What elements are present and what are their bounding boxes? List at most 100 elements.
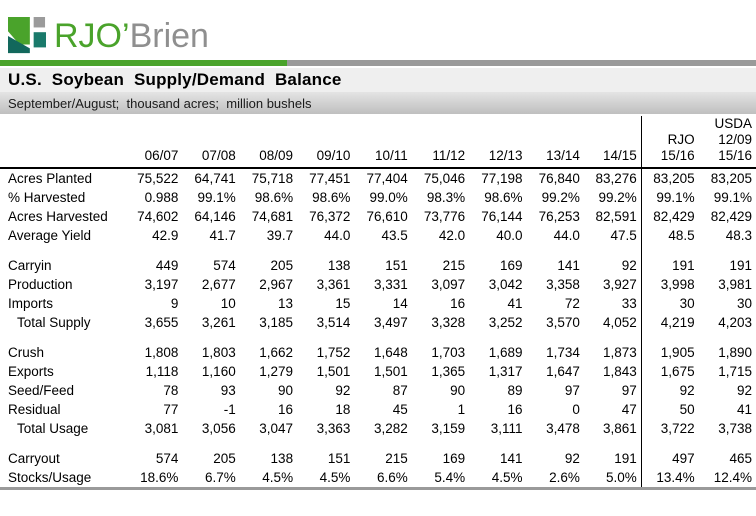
cell-value: 141 — [557, 258, 580, 273]
cell-value: 6.7% — [182, 468, 240, 490]
row-label: Acres Harvested — [8, 209, 108, 224]
logo-text-rjo: RJO — [54, 17, 122, 55]
cell-value: 1,689 — [488, 345, 523, 360]
cell-value: 151 — [385, 258, 408, 273]
cell-value: 191 — [729, 258, 752, 273]
cell-value: 169 — [442, 451, 466, 466]
gap-cell — [125, 245, 182, 256]
cell-value: 3,252 — [488, 315, 523, 330]
cell-value: 3,981 — [718, 277, 752, 292]
cell-value: 92 — [640, 381, 699, 400]
year-column-header: 13/14 — [526, 116, 584, 169]
cell-value: 3,861 — [602, 421, 637, 436]
gap-cell — [527, 245, 584, 256]
cell-value: 40.0 — [496, 228, 523, 243]
cell-value: 138 — [327, 258, 351, 273]
cell-value: 97 — [564, 383, 580, 398]
cell-value: 1,118 — [145, 364, 179, 379]
table-row: Carryin 449 574 205 138 151 215 169 141 92 191 191 — [0, 256, 756, 275]
cell-value: 98.6% — [484, 190, 523, 205]
row-label: Stocks/Usage — [0, 468, 125, 490]
cell-value: 82,591 — [595, 209, 637, 224]
cell-value: 3,081 — [144, 421, 179, 436]
cell-value: 4,052 — [602, 315, 637, 330]
subtitle-band: September/August; thousand acres; millio… — [0, 92, 756, 114]
gap-cell — [469, 332, 526, 343]
cell-value: 15 — [335, 296, 351, 311]
cell-value: 3,927 — [602, 277, 637, 292]
cell-value: 1,675 — [640, 362, 699, 381]
cell-value: 99.1% — [640, 188, 699, 207]
cell-value: 1,734 — [546, 345, 580, 360]
cell-value: 77,451 — [309, 171, 351, 186]
cell-value: 205 — [213, 451, 236, 466]
gap-cell — [240, 332, 297, 343]
cell-value: 48.5 — [640, 226, 699, 245]
cell-value: 77 — [163, 402, 179, 417]
gap-cell — [699, 438, 756, 449]
cell-value: 12.4% — [698, 468, 756, 490]
title-band: U.S. Soybean Supply/Demand Balance — [0, 68, 756, 92]
gap-cell — [584, 245, 641, 256]
cell-value: 3,478 — [546, 421, 580, 436]
row-label: Carryin — [8, 258, 52, 273]
cell-value: 3,722 — [640, 419, 699, 438]
cell-value: 97 — [621, 383, 637, 398]
year-column-header: RJO 15/16 — [640, 116, 699, 169]
cell-value: 1,715 — [718, 364, 752, 379]
cell-value: 3,358 — [546, 277, 580, 292]
cell-value: 1 — [457, 402, 466, 417]
cell-value: 1,662 — [259, 345, 294, 360]
cell-value: 3,514 — [316, 315, 351, 330]
cell-value: 18 — [335, 402, 351, 417]
row-label: Imports — [8, 296, 54, 311]
cell-value: 93 — [220, 383, 236, 398]
cell-value: 16 — [278, 402, 294, 417]
logo: RJO’Brien — [0, 0, 756, 60]
cell-value: 13 — [278, 296, 294, 311]
cell-value: 16 — [507, 402, 523, 417]
gap-cell — [125, 332, 182, 343]
table-row: Stocks/Usage 18.6% 6.7% 4.5% 4.5% 6.6% 5.4% 4.5… — [0, 468, 756, 490]
logo-text-brien: Brien — [129, 17, 209, 55]
cell-value: 1,890 — [718, 345, 752, 360]
rule-gray-segment — [287, 60, 756, 66]
year-column-header: 09/10 — [297, 116, 355, 169]
cell-value: 92 — [335, 383, 351, 398]
cell-value: 73,776 — [423, 209, 466, 224]
table-header: 06/07 07/08 08/09 09/10 10/11 11/12 12/13 13/14… — [0, 116, 756, 169]
cell-value: 1,873 — [602, 345, 637, 360]
logo-wordmark: RJO’Brien — [54, 17, 209, 55]
cell-value: 191 — [640, 256, 699, 275]
cell-value: 5.0% — [583, 468, 642, 490]
page-subtitle: September/August; thousand acres; millio… — [8, 95, 312, 111]
cell-value: 76,372 — [309, 209, 351, 224]
row-label: Total Supply — [17, 315, 91, 330]
cell-value: 30 — [736, 296, 752, 311]
cell-value: 42.9 — [152, 228, 179, 243]
cell-value: 74,681 — [251, 209, 294, 224]
cell-value: 47 — [621, 402, 637, 417]
year-column-header: 06/07 — [125, 116, 183, 169]
rjo-brien-logo-icon — [8, 17, 46, 54]
cell-value: 3,570 — [546, 315, 580, 330]
cell-value: 92 — [621, 258, 637, 273]
gap-cell — [584, 438, 641, 449]
cell-value: 3,197 — [144, 277, 179, 292]
gap-cell — [469, 438, 526, 449]
cell-value: 1,648 — [374, 345, 408, 360]
cell-value: 3,738 — [718, 421, 752, 436]
cell-value: 33 — [621, 296, 637, 311]
year-column-header: 10/11 — [354, 116, 412, 169]
cell-value: 50 — [640, 400, 699, 419]
cell-value: 3,331 — [374, 277, 408, 292]
cell-value: 574 — [155, 451, 179, 466]
gap-cell — [640, 245, 699, 256]
cell-value: 2.6% — [526, 468, 584, 490]
cell-value: 4,219 — [640, 313, 699, 332]
row-label: Production — [8, 277, 73, 292]
cell-value: 151 — [327, 451, 351, 466]
gap-cell — [640, 332, 699, 343]
cell-value: 1,808 — [144, 345, 179, 360]
cell-value: 3,047 — [259, 421, 294, 436]
